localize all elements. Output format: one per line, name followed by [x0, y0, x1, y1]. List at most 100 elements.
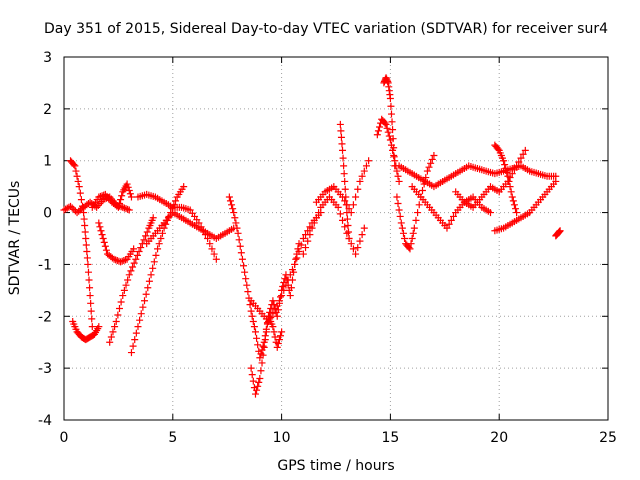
- data-point: [106, 338, 114, 346]
- data-point: [299, 235, 307, 242]
- data-point: [134, 323, 142, 331]
- data-point: [249, 377, 257, 385]
- data-point: [255, 378, 263, 386]
- data-point: [120, 257, 128, 265]
- data-point: [396, 212, 404, 220]
- data-point: [306, 231, 314, 239]
- data-point: [249, 317, 257, 325]
- data-point: [84, 268, 92, 276]
- data-point: [269, 310, 277, 318]
- series-track-17: [380, 74, 399, 170]
- data-point: [336, 120, 344, 128]
- data-point: [271, 306, 279, 314]
- data-point: [225, 193, 233, 201]
- data-point: [265, 317, 273, 325]
- data-point: [127, 349, 135, 357]
- data-point: [147, 271, 155, 279]
- data-point: [95, 219, 103, 227]
- data-point: [341, 177, 349, 185]
- series-track-24: [552, 227, 564, 240]
- data-point: [269, 323, 277, 331]
- data-point: [251, 390, 259, 398]
- data-point: [278, 328, 286, 336]
- data-point: [415, 201, 423, 209]
- data-point: [122, 281, 130, 289]
- data-point: [127, 193, 135, 201]
- data-point: [266, 308, 274, 316]
- data-point: [237, 249, 245, 257]
- data-point: [129, 263, 137, 271]
- data-point: [365, 157, 373, 165]
- data-point: [112, 256, 120, 264]
- data-point: [262, 328, 270, 336]
- data-point: [120, 204, 128, 212]
- data-point: [130, 259, 138, 267]
- data-point: [107, 333, 115, 341]
- data-point: [124, 276, 132, 284]
- data-point: [101, 242, 109, 250]
- data-point: [137, 244, 145, 252]
- data-point: [232, 219, 240, 227]
- data-point: [423, 167, 431, 175]
- data-point: [500, 157, 508, 165]
- data-point: [100, 238, 108, 246]
- data-point: [406, 245, 414, 253]
- chart-title: Day 351 of 2015, Sidereal Day-to-day VTE…: [44, 21, 608, 37]
- data-point: [212, 255, 220, 263]
- data-point: [72, 167, 80, 175]
- x-tick-label: 15: [381, 430, 399, 446]
- x-tick-label: 25: [599, 430, 617, 446]
- data-point: [513, 162, 521, 170]
- data-point: [345, 235, 353, 242]
- data-point: [248, 371, 256, 379]
- data-point: [277, 332, 285, 340]
- data-point: [287, 284, 295, 292]
- data-point: [241, 268, 249, 276]
- data-point: [310, 219, 318, 227]
- data-points: [60, 74, 564, 398]
- data-point: [343, 229, 351, 237]
- data-point: [354, 185, 362, 193]
- data-point: [284, 276, 292, 284]
- data-point: [125, 187, 133, 195]
- series-track-23: [491, 177, 560, 235]
- data-point: [172, 197, 180, 205]
- data-point: [236, 242, 244, 250]
- data-point: [97, 227, 105, 235]
- data-point: [254, 341, 262, 349]
- data-point: [509, 197, 517, 205]
- data-point: [388, 118, 396, 126]
- data-point: [235, 236, 243, 244]
- data-point: [341, 223, 349, 231]
- data-point: [508, 170, 516, 178]
- data-point: [130, 245, 138, 253]
- data-point: [206, 240, 214, 248]
- data-point: [228, 201, 236, 209]
- data-point: [242, 275, 250, 283]
- data-point: [344, 222, 352, 230]
- series-track-16: [373, 115, 403, 185]
- data-point: [521, 146, 529, 154]
- data-point: [78, 202, 86, 210]
- data-point: [352, 250, 360, 258]
- data-point: [114, 203, 122, 211]
- data-point: [519, 150, 527, 158]
- data-point: [112, 317, 120, 325]
- data-point: [81, 222, 89, 230]
- axis-ticks: 0 5 10 15 20 25 -4 -3 -2 -1 0 1 2 3: [38, 50, 617, 446]
- data-point: [334, 203, 342, 211]
- data-point: [341, 197, 349, 205]
- data-point: [360, 167, 368, 175]
- data-point: [308, 224, 316, 232]
- series-track-14: [312, 157, 373, 217]
- data-point: [157, 235, 165, 242]
- data-point: [270, 328, 278, 336]
- data-point: [125, 271, 133, 279]
- series-track-19: [395, 162, 560, 191]
- data-point: [414, 209, 422, 217]
- data-point: [394, 199, 402, 207]
- data-point: [486, 209, 494, 217]
- data-point: [77, 196, 85, 204]
- y-tick-label: -4: [38, 413, 52, 429]
- data-point: [154, 245, 162, 253]
